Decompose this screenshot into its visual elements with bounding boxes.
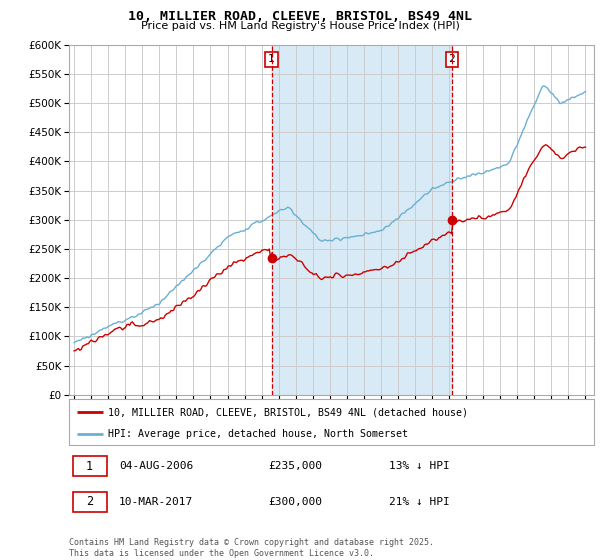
Text: 2: 2 [86,495,93,508]
Text: HPI: Average price, detached house, North Somerset: HPI: Average price, detached house, Nort… [109,429,409,438]
Text: 10, MILLIER ROAD, CLEEVE, BRISTOL, BS49 4NL: 10, MILLIER ROAD, CLEEVE, BRISTOL, BS49 … [128,10,472,23]
Text: £300,000: £300,000 [269,497,323,507]
Text: 1: 1 [268,54,275,64]
Bar [272,45,452,395]
Text: 13% ↓ HPI: 13% ↓ HPI [389,461,450,471]
Text: £235,000: £235,000 [269,461,323,471]
Text: 2: 2 [449,54,455,64]
FancyBboxPatch shape [73,456,107,476]
Text: 04-AUG-2006: 04-AUG-2006 [119,461,193,471]
Text: 21% ↓ HPI: 21% ↓ HPI [389,497,450,507]
Text: 10, MILLIER ROAD, CLEEVE, BRISTOL, BS49 4NL (detached house): 10, MILLIER ROAD, CLEEVE, BRISTOL, BS49 … [109,407,469,417]
Text: 1: 1 [86,460,93,473]
Text: Price paid vs. HM Land Registry's House Price Index (HPI): Price paid vs. HM Land Registry's House … [140,21,460,31]
FancyBboxPatch shape [73,492,107,511]
Text: 10-MAR-2017: 10-MAR-2017 [119,497,193,507]
Text: Contains HM Land Registry data © Crown copyright and database right 2025.
This d: Contains HM Land Registry data © Crown c… [69,538,434,558]
